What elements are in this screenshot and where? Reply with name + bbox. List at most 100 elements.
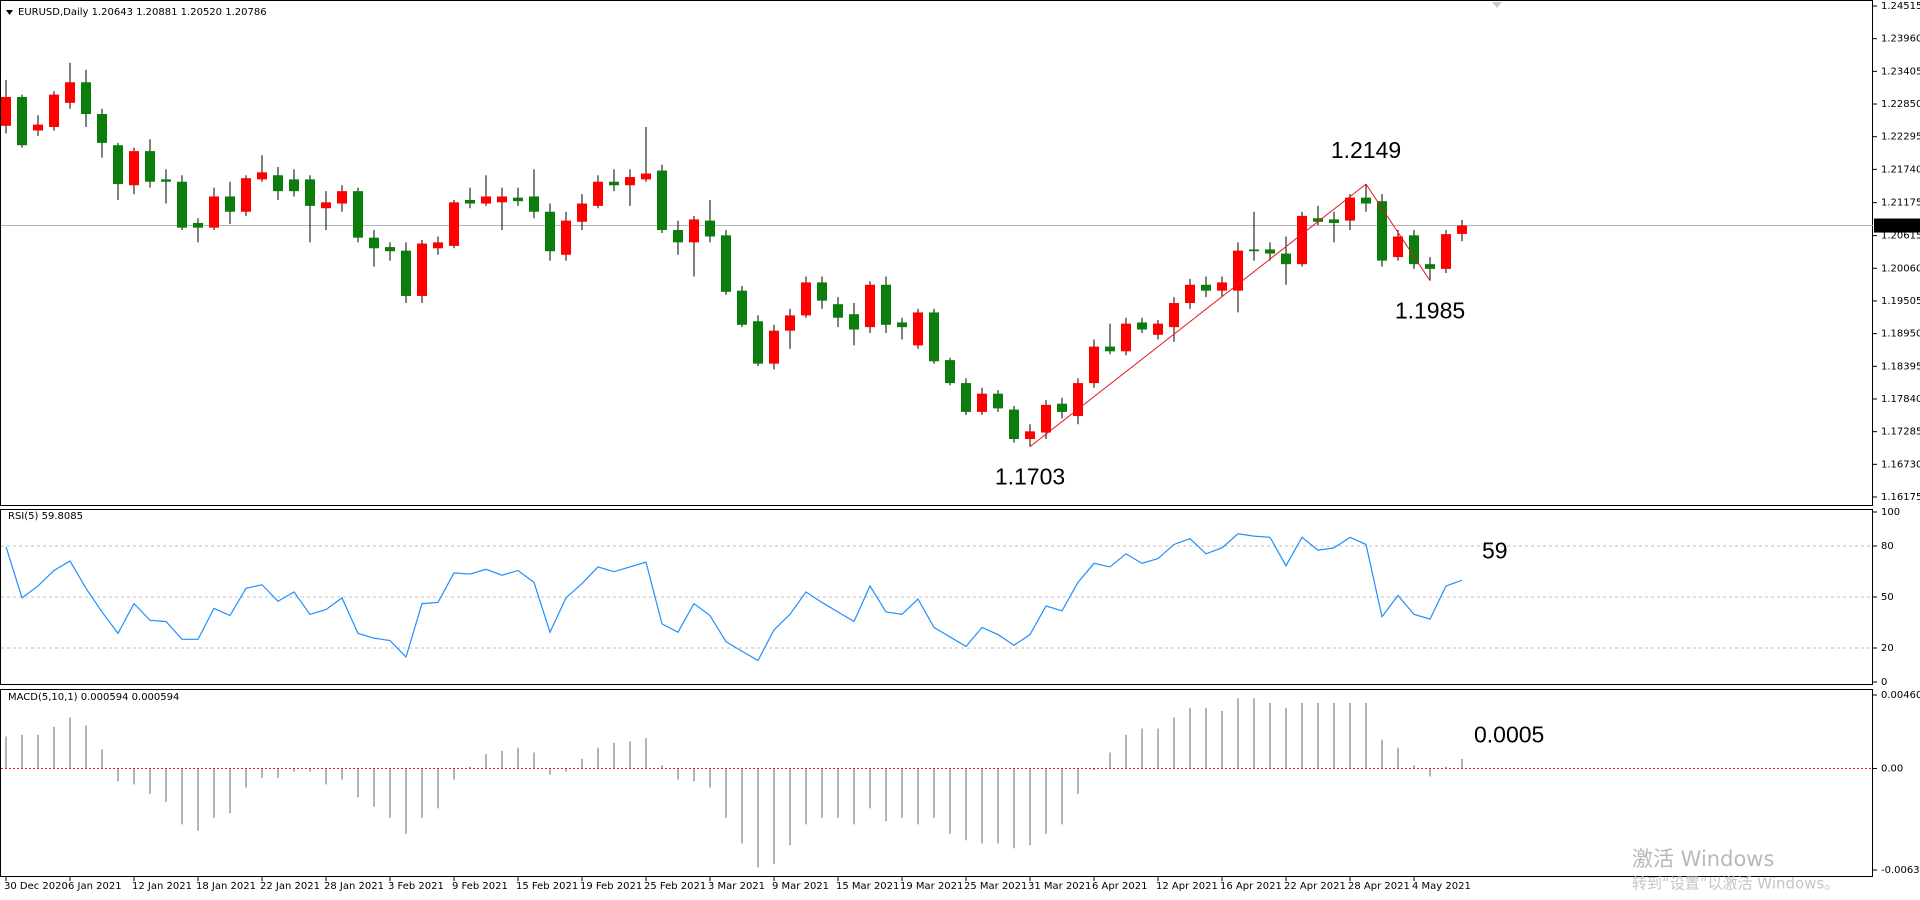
y-tick-label: 1.21175 xyxy=(1881,198,1920,209)
y-tick-label: 20 xyxy=(1881,643,1894,654)
y-tick-label: 1.19505 xyxy=(1881,296,1920,307)
watermark-subtitle: 转到“设置”以激活 Windows。 xyxy=(1632,875,1839,893)
y-tick-label: 1.23960 xyxy=(1881,34,1920,45)
x-tick-label: 16 Apr 2021 xyxy=(1220,881,1282,892)
candle-body xyxy=(1361,197,1371,204)
candle-body xyxy=(17,96,27,146)
y-tick-label: 1.20060 xyxy=(1881,263,1920,274)
x-tick-label: 19 Mar 2021 xyxy=(900,881,963,892)
rsi-annotation: 59 xyxy=(1482,537,1508,563)
y-tick-label: 1.16730 xyxy=(1881,459,1920,470)
candle-body xyxy=(257,172,267,180)
x-tick-label: 15 Feb 2021 xyxy=(516,881,578,892)
menu-triangle[interactable] xyxy=(6,10,13,15)
candle-body xyxy=(161,179,171,182)
candle-body xyxy=(145,151,155,182)
candle-body xyxy=(1073,383,1083,417)
x-tick-label: 22 Jan 2021 xyxy=(260,881,320,892)
y-tick-label: 1.24515 xyxy=(1881,1,1920,12)
candle-body xyxy=(385,247,395,252)
x-tick-label: 3 Feb 2021 xyxy=(388,881,444,892)
candle-body xyxy=(433,242,443,249)
macd-panel-frame xyxy=(0,689,1873,877)
main-panel-frame xyxy=(0,0,1873,506)
candle-body xyxy=(897,322,907,328)
y-tick-label: 0.00 xyxy=(1881,763,1903,774)
candle-body xyxy=(273,175,283,192)
candle-body xyxy=(1105,346,1115,352)
candle-body xyxy=(1201,284,1211,291)
y-tick-label: 1.22850 xyxy=(1881,99,1920,110)
x-tick-label: 9 Feb 2021 xyxy=(452,881,508,892)
macd-annotation: 0.0005 xyxy=(1474,722,1544,748)
candle-body xyxy=(1057,403,1067,412)
candle-body xyxy=(625,177,635,186)
y-tick-label: 80 xyxy=(1881,541,1894,552)
y-tick-label: 50 xyxy=(1881,592,1894,603)
candle-body xyxy=(289,179,299,192)
x-tick-label: 6 Apr 2021 xyxy=(1092,881,1147,892)
candle-body xyxy=(609,181,619,186)
candle-body xyxy=(1,96,11,126)
y-tick-label: 1.17840 xyxy=(1881,394,1920,405)
candle-body xyxy=(353,191,363,238)
candle-body xyxy=(449,202,459,246)
candle-body xyxy=(753,321,763,364)
x-tick-label: 3 Mar 2021 xyxy=(708,881,765,892)
candle-body xyxy=(1409,235,1419,265)
candle-body xyxy=(305,179,315,206)
candle-body xyxy=(1425,264,1435,269)
x-tick-label: 4 May 2021 xyxy=(1412,881,1471,892)
candle-body xyxy=(401,250,411,296)
candle-body xyxy=(545,211,555,252)
candle-body xyxy=(865,284,875,328)
candle-body xyxy=(641,173,651,180)
x-tick-label: 31 Mar 2021 xyxy=(1028,881,1091,892)
candle-body xyxy=(561,220,571,255)
y-tick-label: 1.23405 xyxy=(1881,66,1920,77)
candle-body xyxy=(1153,323,1163,335)
trend-line xyxy=(1365,183,1431,281)
candle-body xyxy=(961,383,971,412)
candle-body xyxy=(1121,323,1131,352)
candle-body xyxy=(1009,409,1019,440)
candle-body xyxy=(129,151,139,186)
candle-body xyxy=(1217,282,1227,291)
candle-body xyxy=(1329,219,1339,223)
x-tick-label: 28 Apr 2021 xyxy=(1348,881,1410,892)
candle-body xyxy=(113,145,123,185)
candle-body xyxy=(881,284,891,325)
candle-body xyxy=(1041,404,1051,433)
candle-body xyxy=(785,315,795,331)
candle-body xyxy=(1313,218,1323,222)
candle-body xyxy=(1281,253,1291,265)
candle-body xyxy=(369,237,379,249)
price-annotation: 1.1703 xyxy=(995,464,1065,490)
candle-body xyxy=(193,222,203,228)
candle-body xyxy=(1441,234,1451,269)
y-tick-label: 1.18950 xyxy=(1881,329,1920,340)
candle-body xyxy=(33,124,43,131)
candle-body xyxy=(705,220,715,237)
candle-body xyxy=(481,196,491,204)
chart-title: RSI(5) 59.8085 xyxy=(8,511,83,522)
candle-body xyxy=(241,178,251,212)
candle-body xyxy=(593,181,603,206)
y-tick-label: 1.20615 xyxy=(1881,231,1920,242)
x-tick-label: 28 Jan 2021 xyxy=(324,881,384,892)
trend-line xyxy=(1029,183,1367,448)
candle-body xyxy=(81,82,91,115)
candle-body xyxy=(977,393,987,412)
chart-title: MACD(5,10,1) 0.000594 0.000594 xyxy=(8,692,179,703)
candle-body xyxy=(1169,303,1179,328)
candle-body xyxy=(513,197,523,202)
candle-body xyxy=(209,196,219,228)
candle-body xyxy=(1185,284,1195,304)
x-tick-label: 12 Apr 2021 xyxy=(1156,881,1218,892)
candle-body xyxy=(1249,249,1259,252)
candle-body xyxy=(945,360,955,384)
candle-body xyxy=(337,191,347,204)
candle-body xyxy=(1377,201,1387,261)
x-tick-label: 18 Jan 2021 xyxy=(196,881,256,892)
y-tick-label: 1.16175 xyxy=(1881,492,1920,503)
